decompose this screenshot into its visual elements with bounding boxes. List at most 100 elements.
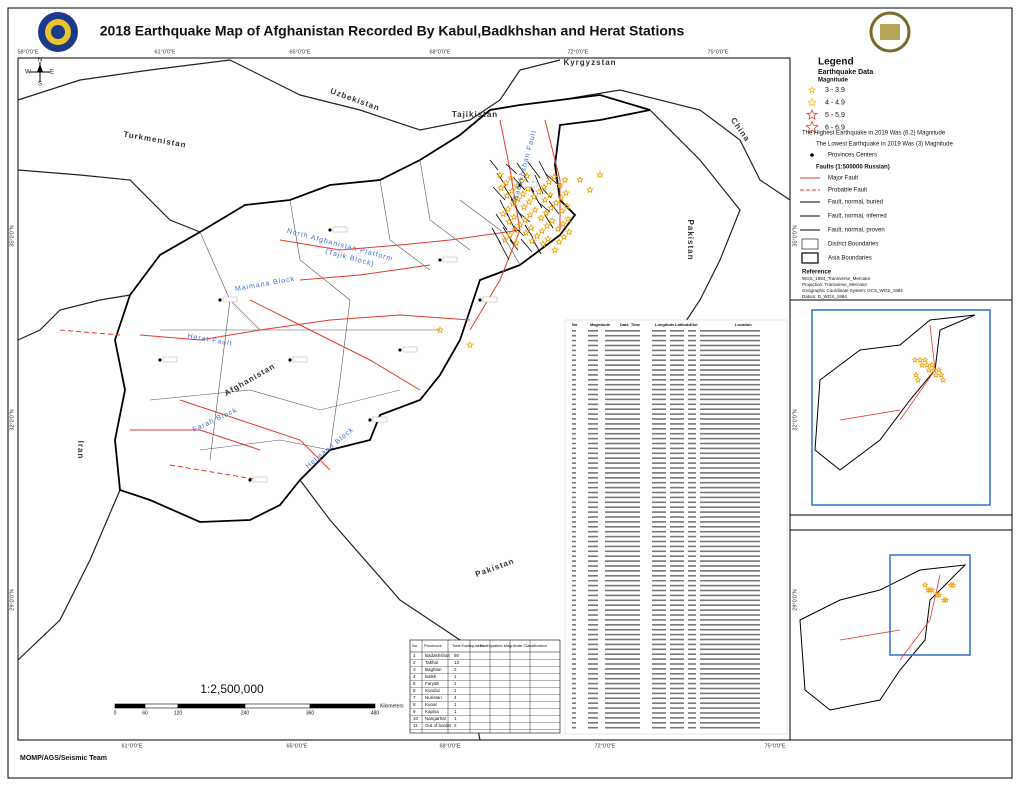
table-cell-text [688,633,696,636]
table-cell-text [605,359,640,361]
table-cell-text [588,579,598,582]
table-cell-text [700,540,760,543]
table-cell-text [588,330,598,332]
table-cell-text [605,452,640,455]
table-cell-text [670,359,684,361]
legend-fault: Major Fault [828,176,858,182]
inset-fault [839,574,941,661]
table-cell-text [588,722,598,724]
table-cell-text [670,393,684,396]
table-cell-text [605,682,640,685]
table-cell-text [688,579,696,582]
table-cell-text [670,496,684,499]
table-cell-text [588,692,598,695]
table-cell-text [670,462,684,464]
country-border [17,169,201,233]
earthquake-marker [539,239,547,248]
legend-faults-title: Faults (1:500000 Russian) [816,165,890,171]
table-cell-text [605,330,640,332]
table-cell-text [572,496,576,499]
table-cell-text [700,565,760,567]
table-cell-text [572,609,576,611]
table-cell-text [700,668,760,670]
table-cell-text [605,638,640,641]
table-cell-text [700,344,760,347]
table-cell-text [700,648,760,651]
scale-tick-label: 0 [114,710,117,716]
table-cell-text [572,339,576,342]
table-cell-text [700,472,760,474]
table-cell-text [670,560,684,562]
table-cell-text [605,550,640,553]
minor-fault [544,214,554,229]
table-cell-text [588,349,598,352]
table-cell-text [652,545,666,548]
table-cell-text [652,712,666,714]
earthquake-marker [949,581,957,588]
table-cell-text [652,589,666,592]
table-cell-text [605,677,640,680]
table-cell-text [700,398,760,401]
earthquake-marker [921,356,929,363]
earthquake-marker [808,85,816,94]
coord-label: 65°0'0"E [289,49,310,55]
earthquake-marker [502,178,510,187]
table-cell-text [588,393,598,396]
earthquake-marker [576,175,584,184]
table-cell-text [572,658,576,660]
table-cell-text [670,682,684,685]
table-cell-text [588,550,598,553]
table-cell: 50 [454,653,460,658]
table-header: No [572,322,578,327]
table-cell-text [670,511,684,513]
table-cell-text [588,423,598,425]
table-cell-text [688,432,696,435]
earthquake-marker [519,189,527,198]
table-cell-text [572,501,576,504]
table-cell-text [588,442,598,445]
earthquake-marker [523,171,531,180]
table-cell-text [572,462,576,464]
legend-fault: Probable Fault [828,188,867,194]
fault-line [469,119,521,331]
table-cell-text [670,555,684,557]
table-cell-text [700,437,760,440]
district-boundary [419,159,471,251]
table-cell-text [605,692,640,695]
table-cell-text [572,481,576,484]
table-cell-text [572,702,576,704]
fault-line [179,399,331,471]
table-cell-text [572,383,576,386]
earthquake-marker [921,581,929,588]
table-cell-text [700,619,760,621]
table-cell-text [688,457,696,459]
table-cell-text [688,717,696,719]
table-cell-text [688,565,696,567]
table-cell-text [700,354,760,357]
table-cell-text [670,619,684,621]
table-cell-text [670,516,684,518]
table-cell-text [700,555,760,557]
table-cell-text [700,359,760,361]
table-cell-text [652,673,666,675]
table-cell-text [700,408,760,410]
table-cell-text [700,374,760,376]
table-cell-text [572,535,576,538]
table-cell: 11 [413,723,418,728]
table-cell-text [652,408,666,410]
district-boundary [289,199,351,301]
table-cell: 13 [454,660,460,665]
table-cell: 9 [413,709,416,714]
table-cell-text [588,633,598,636]
table-cell-text [588,594,598,597]
table-cell: 1 [454,709,457,714]
table-cell-text [688,452,696,455]
table-cell-text [652,359,666,361]
table-cell-text [605,462,640,464]
table-cell-text [572,594,576,597]
table-cell-text [588,491,598,494]
table-cell-text [700,643,760,646]
table-cell-text [605,560,640,562]
table-cell-text [588,575,598,577]
